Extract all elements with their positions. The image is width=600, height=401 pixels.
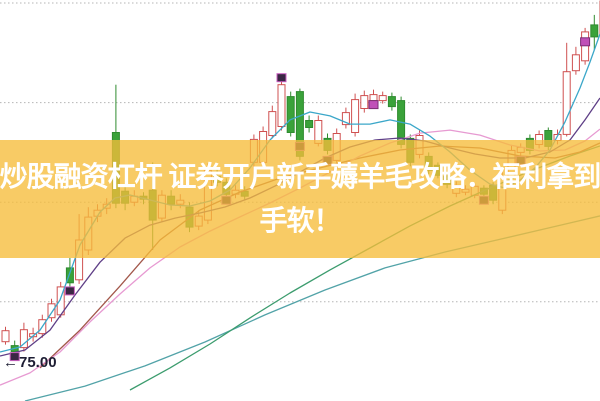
candle <box>19 329 28 349</box>
price-value: 75.00 <box>19 354 57 371</box>
candle <box>360 95 369 109</box>
candle <box>305 120 314 128</box>
candle <box>277 84 286 127</box>
candle <box>581 31 590 62</box>
candle <box>590 24 599 38</box>
candle <box>387 96 396 108</box>
trade-marker <box>64 286 75 296</box>
candle <box>378 95 387 102</box>
candle <box>47 303 56 319</box>
candle <box>351 99 360 133</box>
candle <box>286 96 295 133</box>
price-label: ←75.00 <box>3 354 57 371</box>
trade-marker <box>9 352 20 362</box>
candle <box>341 112 350 126</box>
promo-text-line1: 炒股融资杠杆 证券开户新手薅羊毛攻略：福利拿到 <box>0 161 600 192</box>
trade-marker <box>580 37 591 47</box>
promo-banner: 炒股融资杠杆 证券开户新手薅羊毛攻略：福利拿到 手软！ <box>0 140 600 258</box>
candle <box>268 111 277 136</box>
price-arrow-icon: ← <box>3 354 18 371</box>
candle <box>571 54 580 72</box>
candle <box>65 267 74 284</box>
trade-marker <box>368 100 379 110</box>
trade-marker <box>276 73 287 83</box>
candle <box>1 330 10 343</box>
promo-text-line2: 手软！ <box>259 205 341 236</box>
candle <box>562 71 571 135</box>
candle <box>369 94 378 102</box>
